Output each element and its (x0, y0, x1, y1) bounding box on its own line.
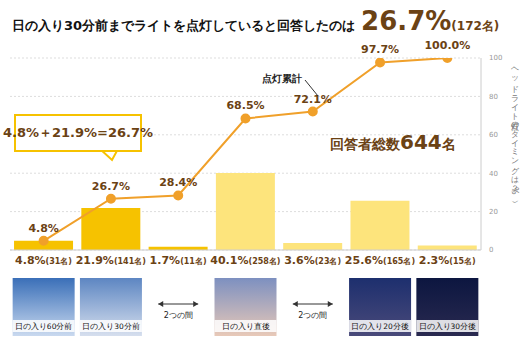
svg-text:日の入り60分前: 日の入り60分前 (15, 322, 73, 331)
html-text:ヘッドライト点灯のタイミングは？（%）: ヘッドライト点灯のタイミングは？（%） (510, 62, 519, 195)
svg-text:97.7%: 97.7% (361, 43, 399, 56)
svg-text:2.3%(15名): 2.3%(15名) (419, 254, 476, 267)
svg-text:26.7%: 26.7% (92, 180, 130, 193)
svg-text:日の入り30分後: 日の入り30分後 (419, 322, 477, 331)
svg-text:28.4%: 28.4% (159, 176, 197, 189)
svg-text:100.0%: 100.0% (424, 39, 470, 52)
svg-text:100: 100 (489, 54, 502, 62)
html-text:(172名): (172名) (451, 19, 500, 33)
svg-text:日の入り20分後: 日の入り20分後 (351, 322, 409, 331)
svg-text:2つの間: 2つの間 (298, 311, 327, 320)
svg-text:0: 0 (489, 246, 493, 254)
svg-text:1.7%(11名): 1.7%(11名) (150, 254, 207, 267)
svg-text:3.6%(23名): 3.6%(23名) (284, 254, 341, 267)
svg-text:60: 60 (489, 131, 498, 139)
svg-text:21.9%(141名): 21.9%(141名) (76, 254, 146, 267)
svg-text:日の入り直後: 日の入り直後 (222, 322, 270, 331)
html-text:日の入り30分前までライトを点灯していると回答したのは 26: 日の入り30分前までライトを点灯していると回答したのは 26.7% (12, 6, 452, 36)
svg-text:72.1%: 72.1% (294, 93, 332, 106)
svg-text:40: 40 (489, 170, 498, 178)
html-text:回答者総数644名: 回答者総数644名 (330, 130, 456, 154)
svg-text:20: 20 (489, 208, 498, 216)
svg-text:4.8%(31名): 4.8%(31名) (15, 254, 72, 267)
svg-text:25.6%(165名): 25.6%(165名) (345, 254, 415, 267)
svg-text:40.1%(258名): 40.1%(258名) (210, 254, 280, 267)
html-text:点灯累計: 点灯累計 (262, 73, 302, 84)
svg-text:80: 80 (489, 93, 498, 101)
svg-text:2つの間: 2つの間 (164, 311, 193, 320)
svg-text:日の入り30分前: 日の入り30分前 (82, 322, 140, 331)
svg-text:4.8%: 4.8% (28, 222, 59, 235)
html-text:4.8%＋21.9%=26.7%: 4.8%＋21.9%=26.7% (2, 125, 154, 140)
svg-text:68.5%: 68.5% (226, 99, 264, 112)
